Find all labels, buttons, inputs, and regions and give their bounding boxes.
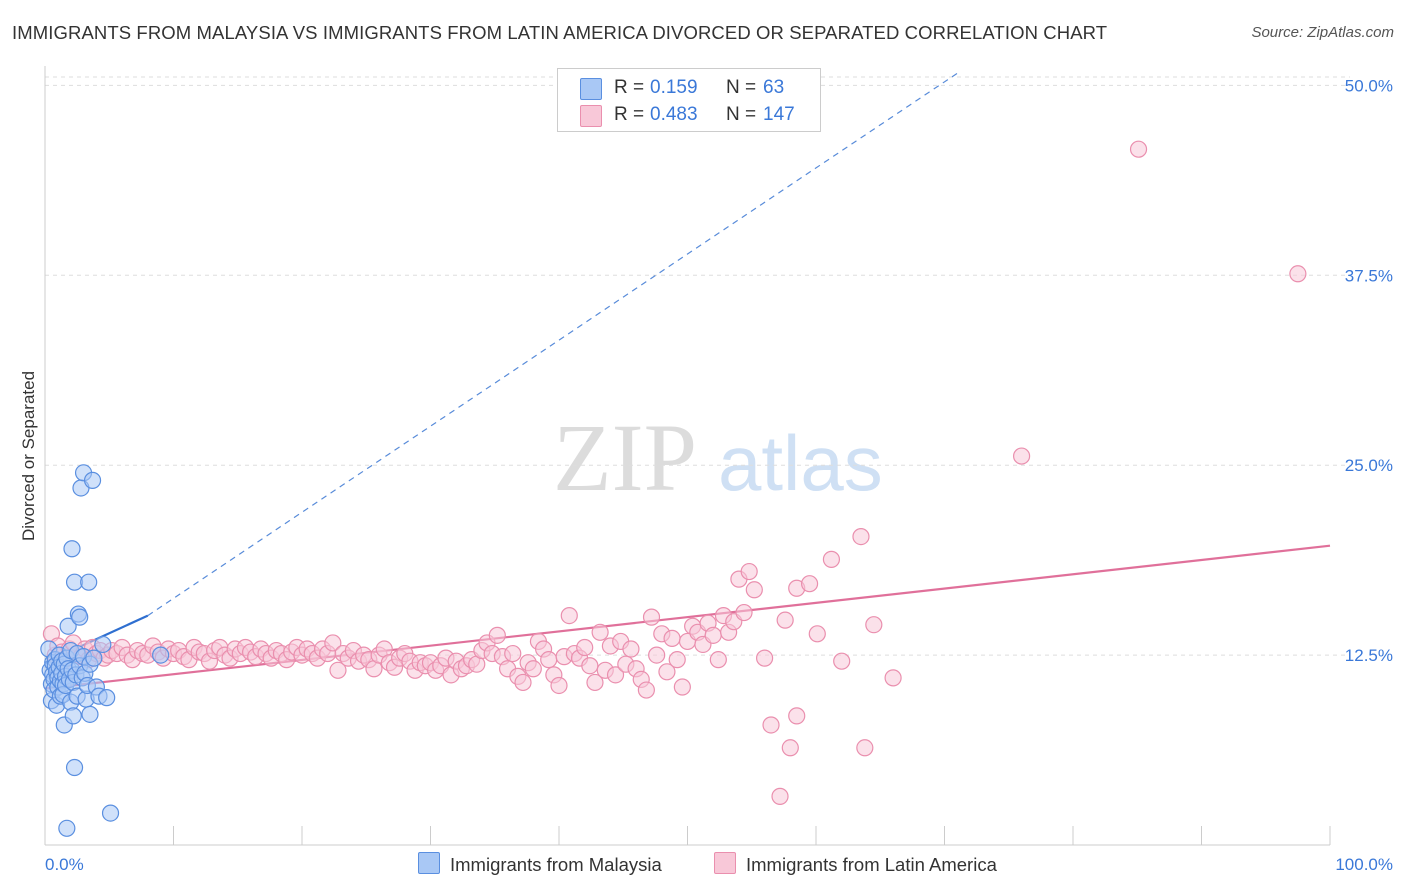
point-latin xyxy=(488,626,506,644)
point-malaysia xyxy=(63,540,81,558)
legend-r-value: 0.159 xyxy=(650,77,698,98)
point-latin xyxy=(735,603,753,622)
point-latin xyxy=(540,651,558,669)
point-latin xyxy=(648,646,666,664)
point-malaysia xyxy=(85,649,103,667)
point-latin xyxy=(709,651,727,669)
point-latin xyxy=(642,608,661,626)
data-points xyxy=(40,140,1307,837)
legend-n-label: N = xyxy=(726,104,757,125)
bottom-legend-malaysia: Immigrants from Malaysia xyxy=(418,852,662,876)
bottom-legend-latin: Immigrants from Latin America xyxy=(714,852,997,876)
point-malaysia xyxy=(81,705,99,723)
point-latin xyxy=(1012,447,1031,465)
point-latin xyxy=(576,638,594,657)
trend-lines xyxy=(44,72,1331,690)
legend-swatch-latin xyxy=(580,105,602,127)
y-tick-label: 12.5% xyxy=(1345,646,1393,665)
point-latin xyxy=(560,606,578,625)
point-latin xyxy=(1129,140,1148,158)
point-malaysia xyxy=(64,707,82,725)
watermark-zip: ZIP xyxy=(553,404,697,511)
watermark-atlas: atlas xyxy=(718,419,883,507)
point-latin xyxy=(822,550,841,568)
bottom-legend-label-malaysia: Immigrants from Malaysia xyxy=(450,854,662,875)
bottom-legend-swatch-malaysia xyxy=(418,852,440,874)
point-latin xyxy=(852,527,870,546)
point-latin xyxy=(1289,265,1307,283)
legend-row-latin: R = 0.483 N = 147 xyxy=(558,102,820,128)
bottom-legend-swatch-latin xyxy=(714,852,736,874)
legend-r-value: 0.483 xyxy=(650,104,698,125)
point-malaysia xyxy=(65,758,84,777)
point-latin xyxy=(884,669,902,687)
point-malaysia xyxy=(80,573,98,591)
source-label: Source: ZipAtlas.com xyxy=(1251,24,1394,41)
point-latin xyxy=(606,666,625,684)
legend-r-label: R = xyxy=(614,77,645,98)
legend: R = 0.159 N = 63 R = 0.483 N = 147 xyxy=(557,68,821,132)
point-latin xyxy=(833,652,851,670)
point-latin xyxy=(800,575,819,593)
y-axis-title: Divorced or Separated xyxy=(19,371,38,541)
point-latin xyxy=(745,581,763,599)
point-latin xyxy=(776,611,794,629)
trend-line-latin xyxy=(44,544,1331,690)
point-latin xyxy=(550,676,568,695)
point-latin xyxy=(673,678,691,696)
axis-labels: 12.5% 25.0% 37.5% 50.0% 0.0% 100.0% Divorced o… xyxy=(19,76,1393,874)
legend-n-value: 63 xyxy=(763,77,785,98)
point-latin xyxy=(788,707,806,725)
legend-n-value: 147 xyxy=(763,104,795,125)
point-latin xyxy=(663,629,681,647)
point-latin xyxy=(581,657,599,675)
legend-n-label: N = xyxy=(726,77,757,98)
point-latin xyxy=(755,649,774,667)
point-latin xyxy=(740,562,758,581)
axes xyxy=(44,66,1331,846)
point-malaysia xyxy=(83,471,102,489)
trend-extension-malaysia xyxy=(147,72,958,617)
bottom-legend-label-latin: Immigrants from Latin America xyxy=(746,854,997,875)
point-latin xyxy=(324,634,342,652)
point-latin xyxy=(637,681,655,699)
point-latin xyxy=(762,716,780,734)
y-tick-label: 50.0% xyxy=(1345,76,1393,95)
point-malaysia xyxy=(101,804,120,822)
y-tick-label: 37.5% xyxy=(1345,266,1393,285)
point-malaysia xyxy=(71,608,89,626)
point-malaysia xyxy=(98,689,116,707)
point-latin xyxy=(704,626,722,644)
legend-row-malaysia: R = 0.159 N = 63 xyxy=(558,75,820,101)
point-latin xyxy=(808,625,826,643)
point-latin xyxy=(771,787,789,805)
y-tick-label: 25.0% xyxy=(1345,456,1393,475)
point-latin xyxy=(524,660,542,678)
point-latin xyxy=(856,739,874,757)
point-latin xyxy=(622,640,640,658)
point-latin xyxy=(514,673,532,692)
legend-swatch-malaysia xyxy=(580,78,602,100)
grid xyxy=(45,76,1350,656)
point-latin xyxy=(865,616,883,634)
point-latin xyxy=(504,644,522,663)
point-latin xyxy=(329,661,347,679)
x-tick-label: 0.0% xyxy=(45,855,84,874)
point-latin xyxy=(668,651,686,669)
x-tick-label: 100.0% xyxy=(1335,855,1393,874)
point-latin xyxy=(658,663,676,681)
legend-r-label: R = xyxy=(614,104,645,125)
point-latin xyxy=(586,673,604,692)
point-malaysia xyxy=(94,635,112,654)
chart-title: IMMIGRANTS FROM MALAYSIA VS IMMIGRANTS F… xyxy=(12,22,1108,43)
point-malaysia xyxy=(152,646,170,664)
point-latin xyxy=(781,739,799,757)
point-malaysia xyxy=(59,617,77,635)
point-malaysia xyxy=(58,819,76,837)
point-latin xyxy=(591,623,609,641)
